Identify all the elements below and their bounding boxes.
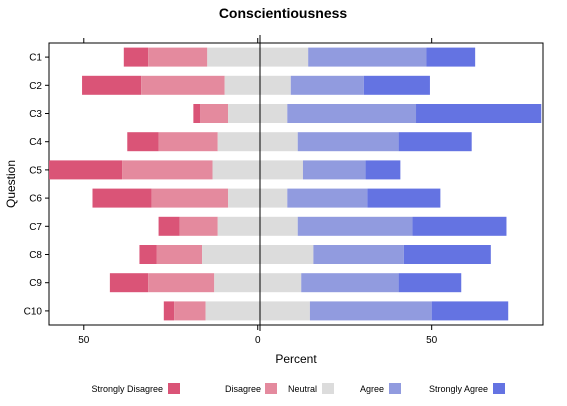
x-tick-label: 0 <box>255 335 261 346</box>
y-tick-label: C9 <box>29 278 42 289</box>
y-axis-title: Question <box>4 160 18 208</box>
y-tick-label: C6 <box>29 194 42 205</box>
bar-c7-neutral <box>217 216 298 236</box>
bar-c9-strongly-agree <box>398 273 462 293</box>
bar-c9-agree <box>301 273 399 293</box>
plot-frame <box>48 42 544 326</box>
x-tick-label: 50 <box>78 335 90 346</box>
y-tick-label: C8 <box>29 250 42 261</box>
y-tick-label: C2 <box>29 81 42 92</box>
bar-c1-neutral <box>207 47 309 67</box>
bar-c9-disagree <box>148 273 215 293</box>
bar-c1-disagree <box>148 47 208 67</box>
bar-c4-strongly-agree <box>398 132 472 152</box>
bar-c1-strongly-agree <box>426 47 476 67</box>
y-tick-label: C7 <box>29 222 42 233</box>
legend-label: Strongly Disagree <box>91 384 163 394</box>
bar-c7-disagree <box>179 216 218 236</box>
legend-label: Agree <box>360 384 384 394</box>
x-tick-label: 50 <box>426 335 438 346</box>
bar-c3-strongly-disagree <box>193 104 201 123</box>
bar-c5-neutral <box>212 160 303 180</box>
bar-c9-strongly-disagree <box>109 273 149 293</box>
bar-c8-strongly-disagree <box>139 245 157 264</box>
bar-c6-neutral <box>228 188 288 208</box>
legend: Strongly Disagree Disagree Neutral Agree Str… <box>91 383 505 394</box>
legend-swatch <box>389 383 401 394</box>
y-tick-label: C5 <box>29 165 42 176</box>
legend-label: Disagree <box>225 384 261 394</box>
x-axis-title: Percent <box>275 352 317 366</box>
bar-c10-strongly-disagree <box>163 301 175 321</box>
bar-c5-agree <box>302 160 366 180</box>
bar-c8-strongly-agree <box>403 245 491 264</box>
y-tick-label: C10 <box>24 306 43 317</box>
bar-c2-disagree <box>141 75 225 95</box>
bar-c8-agree <box>313 245 404 264</box>
legend-label: Strongly Agree <box>429 384 488 394</box>
bar-c1-agree <box>308 47 427 67</box>
bar-c7-agree <box>297 216 413 236</box>
bar-c9-neutral <box>214 273 302 293</box>
bar-c4-agree <box>297 132 399 152</box>
bar-c2-agree <box>290 75 364 95</box>
bar-c5-strongly-agree <box>365 160 401 180</box>
bar-c3-agree <box>287 104 417 123</box>
legend-swatch <box>493 383 505 394</box>
bar-c2-strongly-disagree <box>82 75 142 95</box>
bar-c6-strongly-disagree <box>92 188 152 208</box>
bar-c4-disagree <box>158 132 218 152</box>
bars-layer <box>49 47 542 321</box>
bar-c6-disagree <box>151 188 229 208</box>
bar-c10-neutral <box>205 301 310 321</box>
chart-title: Conscientiousness <box>219 5 348 21</box>
bar-c4-neutral <box>217 132 298 152</box>
bar-c10-strongly-agree <box>431 301 509 321</box>
legend-swatch <box>265 383 277 394</box>
bar-c3-neutral <box>228 104 288 123</box>
y-tick-label: C3 <box>29 109 42 120</box>
bar-c3-strongly-agree <box>416 104 542 123</box>
bar-c2-neutral <box>224 75 291 95</box>
axes-layer: C1 C2 C3 C4 C5 C6 C7 C8 C9 C10 50 0 50 <box>24 38 438 346</box>
y-tick-label: C1 <box>29 53 42 64</box>
bar-c8-neutral <box>202 245 314 264</box>
bar-c2-strongly-agree <box>363 75 430 95</box>
bar-c3-disagree <box>200 104 229 123</box>
bar-c10-disagree <box>174 301 206 321</box>
bar-c7-strongly-agree <box>412 216 507 236</box>
bar-c4-strongly-disagree <box>127 132 159 152</box>
bar-c5-strongly-disagree <box>49 160 123 180</box>
legend-label: Neutral <box>288 384 317 394</box>
bar-c6-agree <box>287 188 368 208</box>
bar-c10-agree <box>309 301 432 321</box>
bar-c1-strongly-disagree <box>123 47 149 67</box>
bar-c5-disagree <box>122 160 213 180</box>
legend-swatch <box>168 383 180 394</box>
bar-c7-strongly-disagree <box>158 216 180 236</box>
bar-c6-strongly-agree <box>367 188 441 208</box>
y-tick-label: C4 <box>29 137 42 148</box>
bar-c8-disagree <box>156 245 203 264</box>
legend-swatch <box>322 383 334 394</box>
